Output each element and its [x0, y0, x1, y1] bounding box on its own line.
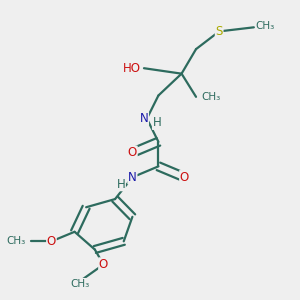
Text: O: O — [47, 235, 56, 248]
Text: H: H — [116, 178, 125, 190]
Text: O: O — [99, 258, 108, 271]
Text: O: O — [180, 171, 189, 184]
Text: O: O — [128, 146, 137, 159]
Text: CH₃: CH₃ — [71, 279, 90, 289]
Text: H: H — [153, 116, 161, 129]
Text: CH₃: CH₃ — [202, 92, 221, 102]
Text: S: S — [215, 25, 223, 38]
Text: CH₃: CH₃ — [256, 21, 275, 31]
Text: N: N — [140, 112, 148, 125]
Text: CH₃: CH₃ — [6, 236, 26, 246]
Text: HO: HO — [123, 62, 141, 75]
Text: N: N — [128, 171, 137, 184]
